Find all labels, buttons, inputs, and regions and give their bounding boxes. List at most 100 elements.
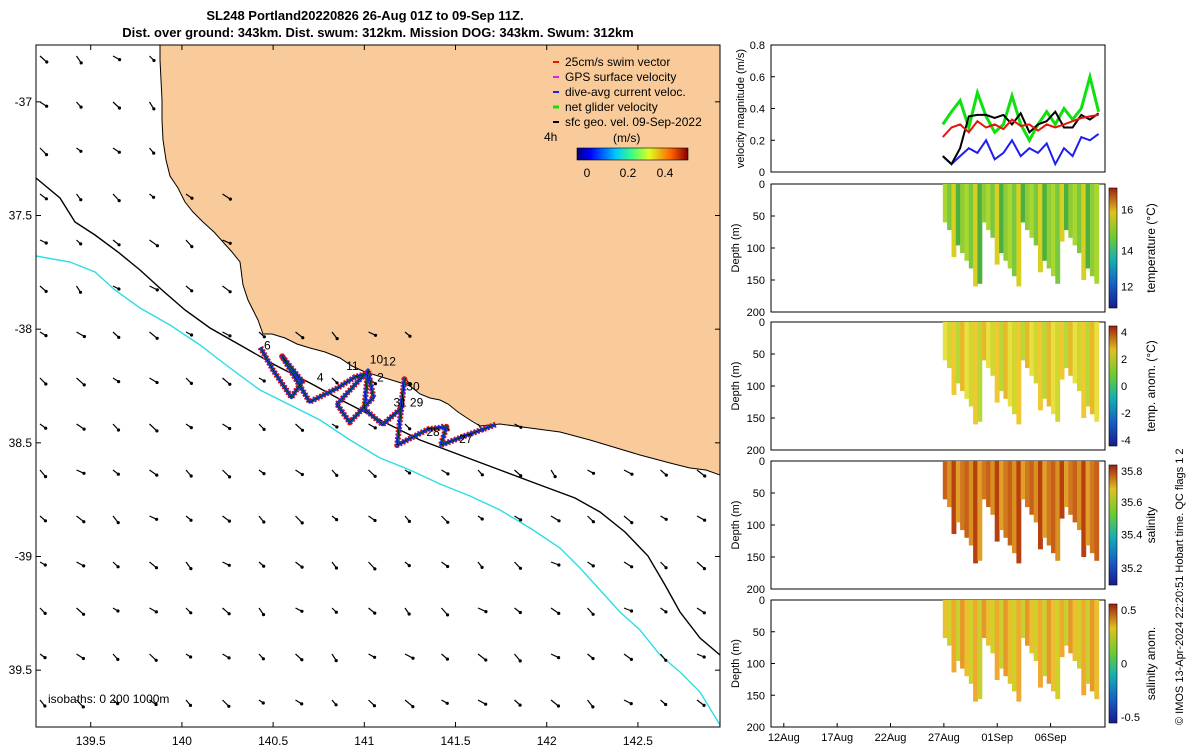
vector-arrow-head (152, 58, 156, 63)
vector-arrow-head (82, 383, 86, 387)
vector-arrow (295, 515, 303, 524)
vector-arrow-head (45, 60, 49, 64)
vector-arrow-head (300, 609, 304, 613)
heatmap-column (960, 461, 965, 531)
vector-arrow (76, 377, 85, 386)
isobath-1000m (36, 255, 720, 726)
heatmap-column (1094, 322, 1100, 422)
vector-arrow-head (117, 58, 122, 62)
vector-arrow-head (407, 564, 411, 568)
heatmap-column (1072, 184, 1078, 246)
heatmap-column (1042, 600, 1048, 677)
vector-arrow-head (557, 611, 561, 616)
heatmap-column (1003, 461, 1009, 538)
colorbar-label: temperature (°C) (1144, 203, 1158, 293)
vector-arrow-head (82, 520, 86, 524)
heatmap-column (1029, 461, 1035, 515)
day-label: 27 (459, 432, 473, 446)
vector-arrow-head (519, 425, 523, 429)
colorbar-tick-label: 2 (1121, 354, 1127, 366)
heatmap-column (1068, 600, 1074, 654)
vector-arrow-head (189, 655, 193, 659)
vector-arrow (222, 377, 231, 385)
vector-arrow-head (82, 427, 86, 431)
vector-arrow-head (79, 105, 83, 109)
heatmap-column (968, 600, 974, 684)
heatmap-column (964, 184, 970, 261)
x-tick-label: 142.5 (623, 734, 653, 748)
vector-arrow-head (261, 613, 266, 617)
date-tick-label: 27Aug (928, 732, 960, 744)
vector-arrow-head (411, 705, 415, 709)
vector-arrow-head (373, 426, 377, 430)
depth-tick: 50 (753, 627, 765, 639)
heatmap-column (1059, 184, 1065, 242)
heatmap-column (1055, 461, 1061, 561)
heatmap-column (1007, 184, 1013, 269)
day-label: 12 (383, 355, 397, 369)
vector-arrow-head (702, 655, 706, 659)
vector-arrow-head (228, 197, 232, 201)
heatmap-column (951, 600, 957, 673)
vector-arrow (76, 699, 84, 708)
heatmap-column (986, 184, 991, 231)
vector-arrow-head (43, 704, 47, 708)
vector-arrow-head (334, 566, 339, 570)
vector-arrow (696, 561, 705, 570)
day-label: 31 (394, 395, 408, 409)
x-tick-label: 141 (354, 734, 374, 748)
vector-arrow-head (445, 657, 449, 661)
vector-arrow-head (702, 611, 706, 615)
vector-arrow-head (79, 242, 83, 246)
vector-arrow-head (227, 519, 232, 523)
map-legend: 25cm/s swim vector GPS surface velocity … (544, 55, 702, 180)
heatmap-column (999, 600, 1004, 669)
vector-arrow-head (372, 655, 377, 659)
day-label: 2 (377, 370, 384, 384)
vector-arrow-head (300, 658, 304, 662)
vector-arrow-head (556, 704, 561, 708)
x-tick-label: 142 (537, 734, 557, 748)
vector-arrow-head (262, 472, 266, 476)
colorbar-tick-label: 35.6 (1121, 497, 1142, 509)
vector-arrow-head (518, 518, 523, 522)
vector-arrow-head (45, 104, 49, 108)
vector-arrow (696, 469, 706, 477)
vector-arrow-head (334, 703, 338, 707)
vector-arrow-head (189, 381, 194, 385)
vector-arrow-head (300, 521, 304, 525)
velocity-y-tick: 0.2 (750, 135, 765, 147)
heatmap-column (1055, 600, 1061, 700)
vector-arrow-head (335, 518, 339, 522)
heatmap-column (1038, 461, 1043, 550)
vector-arrow-head (334, 659, 338, 663)
isobaths-label: isobaths: 0 200 1000m (48, 692, 169, 706)
map-colorbar (576, 147, 689, 161)
vector-arrow-head (44, 197, 48, 201)
heatmap-column (1089, 184, 1095, 277)
vector-arrow-head (445, 701, 449, 705)
vector-arrow-head (189, 474, 193, 478)
y-tick-label: 38.5 (9, 436, 33, 450)
vector-arrow-head (190, 289, 194, 293)
vector-arrow-head (81, 612, 86, 616)
heatmap-column (960, 600, 965, 669)
vector-arrow (404, 699, 414, 708)
heatmap-column (1003, 184, 1009, 261)
heatmap-column (1012, 600, 1017, 692)
heatmap-column (973, 461, 978, 564)
heatmap-column (1081, 461, 1087, 557)
y-tick-label: 37.5 (9, 209, 33, 223)
vector-arrow-head (518, 566, 523, 570)
depth-tick: 0 (759, 456, 765, 468)
vector-arrow-head (519, 474, 523, 478)
heatmap-column (986, 600, 991, 646)
velocity-series-line (941, 70, 1101, 144)
velocity-y-tick: 0.8 (750, 40, 765, 52)
vector-arrow-head (82, 564, 86, 568)
heatmap-column (981, 184, 987, 223)
legend-swim: 25cm/s swim vector (565, 55, 670, 69)
vector-arrow-head (630, 565, 634, 569)
vector-arrow-head (79, 198, 83, 202)
colorbar-tick-label: 35.8 (1121, 466, 1142, 478)
